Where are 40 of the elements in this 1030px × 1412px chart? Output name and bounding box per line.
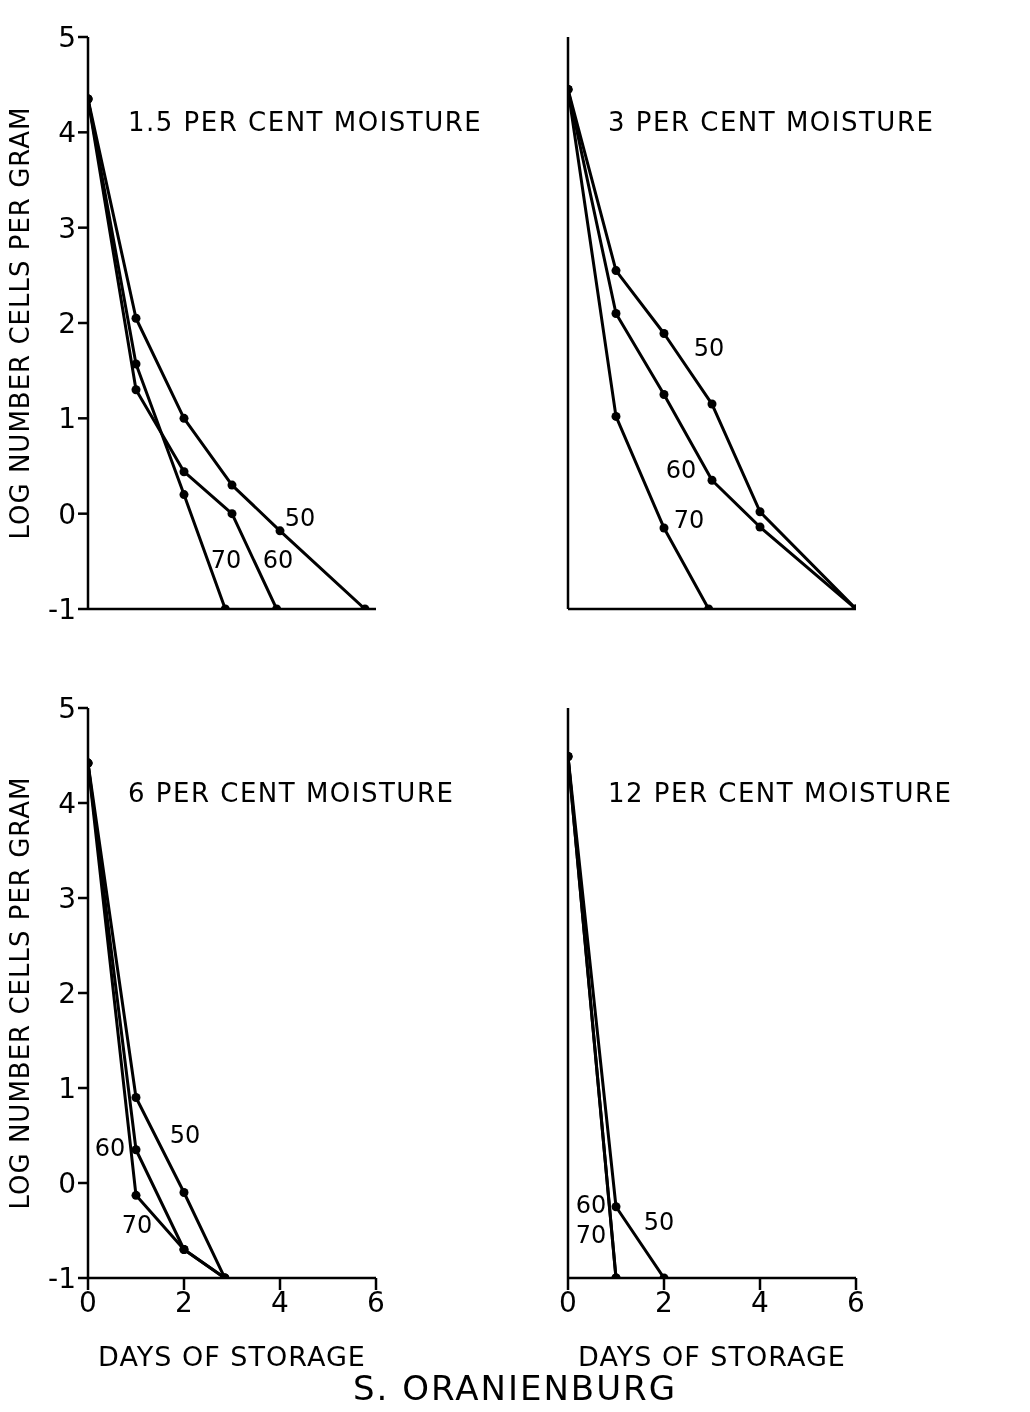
- y-tick-label: 3: [58, 211, 76, 245]
- x-tick-label: 2: [655, 1285, 673, 1319]
- series-label: 50: [284, 504, 316, 532]
- y-tick-label: 1: [58, 402, 76, 436]
- y-tick-label: 0: [58, 497, 76, 531]
- y-tick-label: 3: [58, 881, 76, 915]
- y-tick-label: 5: [58, 691, 76, 725]
- y-tick-label: 1: [58, 1071, 76, 1105]
- y-tick-label: 2: [58, 306, 76, 340]
- y-tick-label: 0: [58, 1166, 76, 1200]
- y-axis-title: LOG NUMBER CELLS PER GRAM: [5, 106, 36, 540]
- x-tick-label: 4: [271, 1285, 289, 1319]
- series-label: 50: [693, 334, 725, 362]
- x-tick-label: 0: [559, 1285, 577, 1319]
- y-tick-label: 4: [58, 786, 76, 820]
- series-label: 50: [643, 1208, 675, 1236]
- text: 6 PER CENT MOISTURE: [128, 778, 455, 808]
- y-tick-label: -1: [48, 592, 76, 626]
- x-tick-label: 2: [175, 1285, 193, 1319]
- x-tick-label: 6: [847, 1285, 865, 1319]
- y-tick-label: -1: [48, 1261, 76, 1295]
- series-label: 70: [121, 1211, 153, 1239]
- series-label: 50: [169, 1121, 201, 1149]
- x-tick-label: 4: [751, 1285, 769, 1319]
- series-label: 70: [575, 1221, 607, 1249]
- series-label: 60: [262, 546, 294, 574]
- series-label: 60: [575, 1191, 607, 1219]
- y-axis-title: LOG NUMBER CELLS PER GRAM: [5, 776, 36, 1210]
- text: 12 PER CENT MOISTURE: [608, 778, 953, 808]
- series-label: 70: [210, 546, 242, 574]
- y-tick-label: 2: [58, 976, 76, 1010]
- x-tick-label: 0: [79, 1285, 97, 1319]
- text: 3 PER CENT MOISTURE: [608, 107, 935, 137]
- x-tick-label: 6: [367, 1285, 385, 1319]
- text: 1.5 PER CENT MOISTURE: [128, 107, 483, 137]
- series-label: 60: [665, 456, 697, 484]
- y-tick-label: 5: [58, 20, 76, 54]
- y-tick-label: 4: [58, 116, 76, 150]
- series-label: 70: [673, 506, 705, 534]
- series-label: 60: [94, 1134, 126, 1162]
